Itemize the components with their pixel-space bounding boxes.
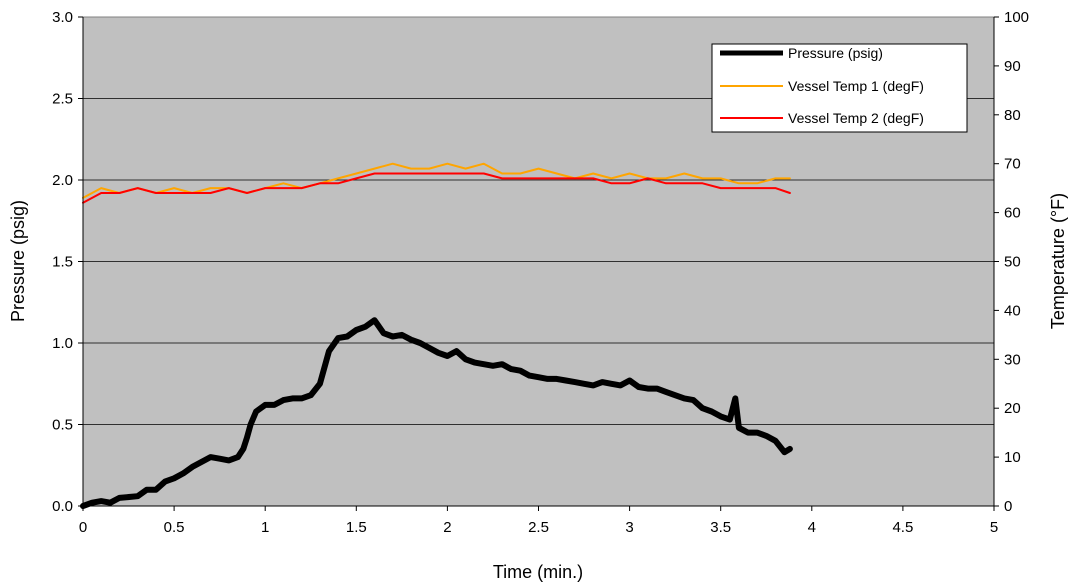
y2-tick-label-7: 70 [1004, 156, 1021, 173]
y2-tick-label-8: 80 [1004, 107, 1021, 124]
y2-tick-label-10: 100 [1004, 9, 1029, 26]
y-tick-label-1: 0.5 [52, 417, 73, 434]
x-tick-label-10: 5 [990, 519, 998, 536]
y-tick-label-2: 1.0 [52, 335, 73, 352]
x-tick-label-9: 4.5 [892, 519, 913, 536]
y2-tick-label-3: 30 [1004, 351, 1021, 368]
x-tick-label-8: 4 [808, 519, 816, 536]
y2-tick-label-5: 50 [1004, 254, 1021, 271]
series-layer [80, 162, 793, 509]
legend: Pressure (psig) Vessel Temp 1 (degF) Ves… [711, 43, 968, 133]
y2-tick-label-4: 40 [1004, 302, 1021, 319]
y2-tick-label-9: 90 [1004, 58, 1021, 75]
y2-tick-label-1: 10 [1004, 449, 1021, 466]
x-tick-label-4: 2 [443, 519, 451, 536]
legend-label-temp1: Vessel Temp 1 (degF) [788, 78, 924, 94]
y-tick-label-3: 1.5 [52, 254, 73, 271]
legend-label-temp2: Vessel Temp 2 (degF) [788, 110, 924, 126]
x-tick-label-6: 3 [625, 519, 633, 536]
x-tick-label-2: 1 [261, 519, 269, 536]
y-axis-title: Pressure (psig) [8, 200, 28, 322]
y2-tick-label-2: 20 [1004, 400, 1021, 417]
x-tick-label-3: 1.5 [346, 519, 367, 536]
y2-tick-label-6: 60 [1004, 205, 1021, 222]
x-tick-label-0: 0 [79, 519, 87, 536]
series-line-2 [82, 172, 791, 204]
y-tick-label-6: 3.0 [52, 9, 73, 26]
x-tick-label-5: 2.5 [528, 519, 549, 536]
y2-axis-title: Temperature (°F) [1048, 193, 1068, 329]
tick-layer: 0.00.51.01.52.02.53.00102030405060708090… [52, 9, 1029, 536]
x-tick-label-7: 3.5 [710, 519, 731, 536]
series-line-0 [80, 317, 793, 509]
series-line-1 [82, 162, 791, 199]
y-tick-label-4: 2.0 [52, 172, 73, 189]
y2-tick-label-0: 0 [1004, 498, 1012, 515]
x-axis-title: Time (min.) [493, 562, 583, 582]
legend-label-pressure: Pressure (psig) [788, 45, 883, 61]
y-tick-label-0: 0.0 [52, 498, 73, 515]
y-tick-label-5: 2.5 [52, 91, 73, 108]
x-tick-label-1: 0.5 [164, 519, 185, 536]
